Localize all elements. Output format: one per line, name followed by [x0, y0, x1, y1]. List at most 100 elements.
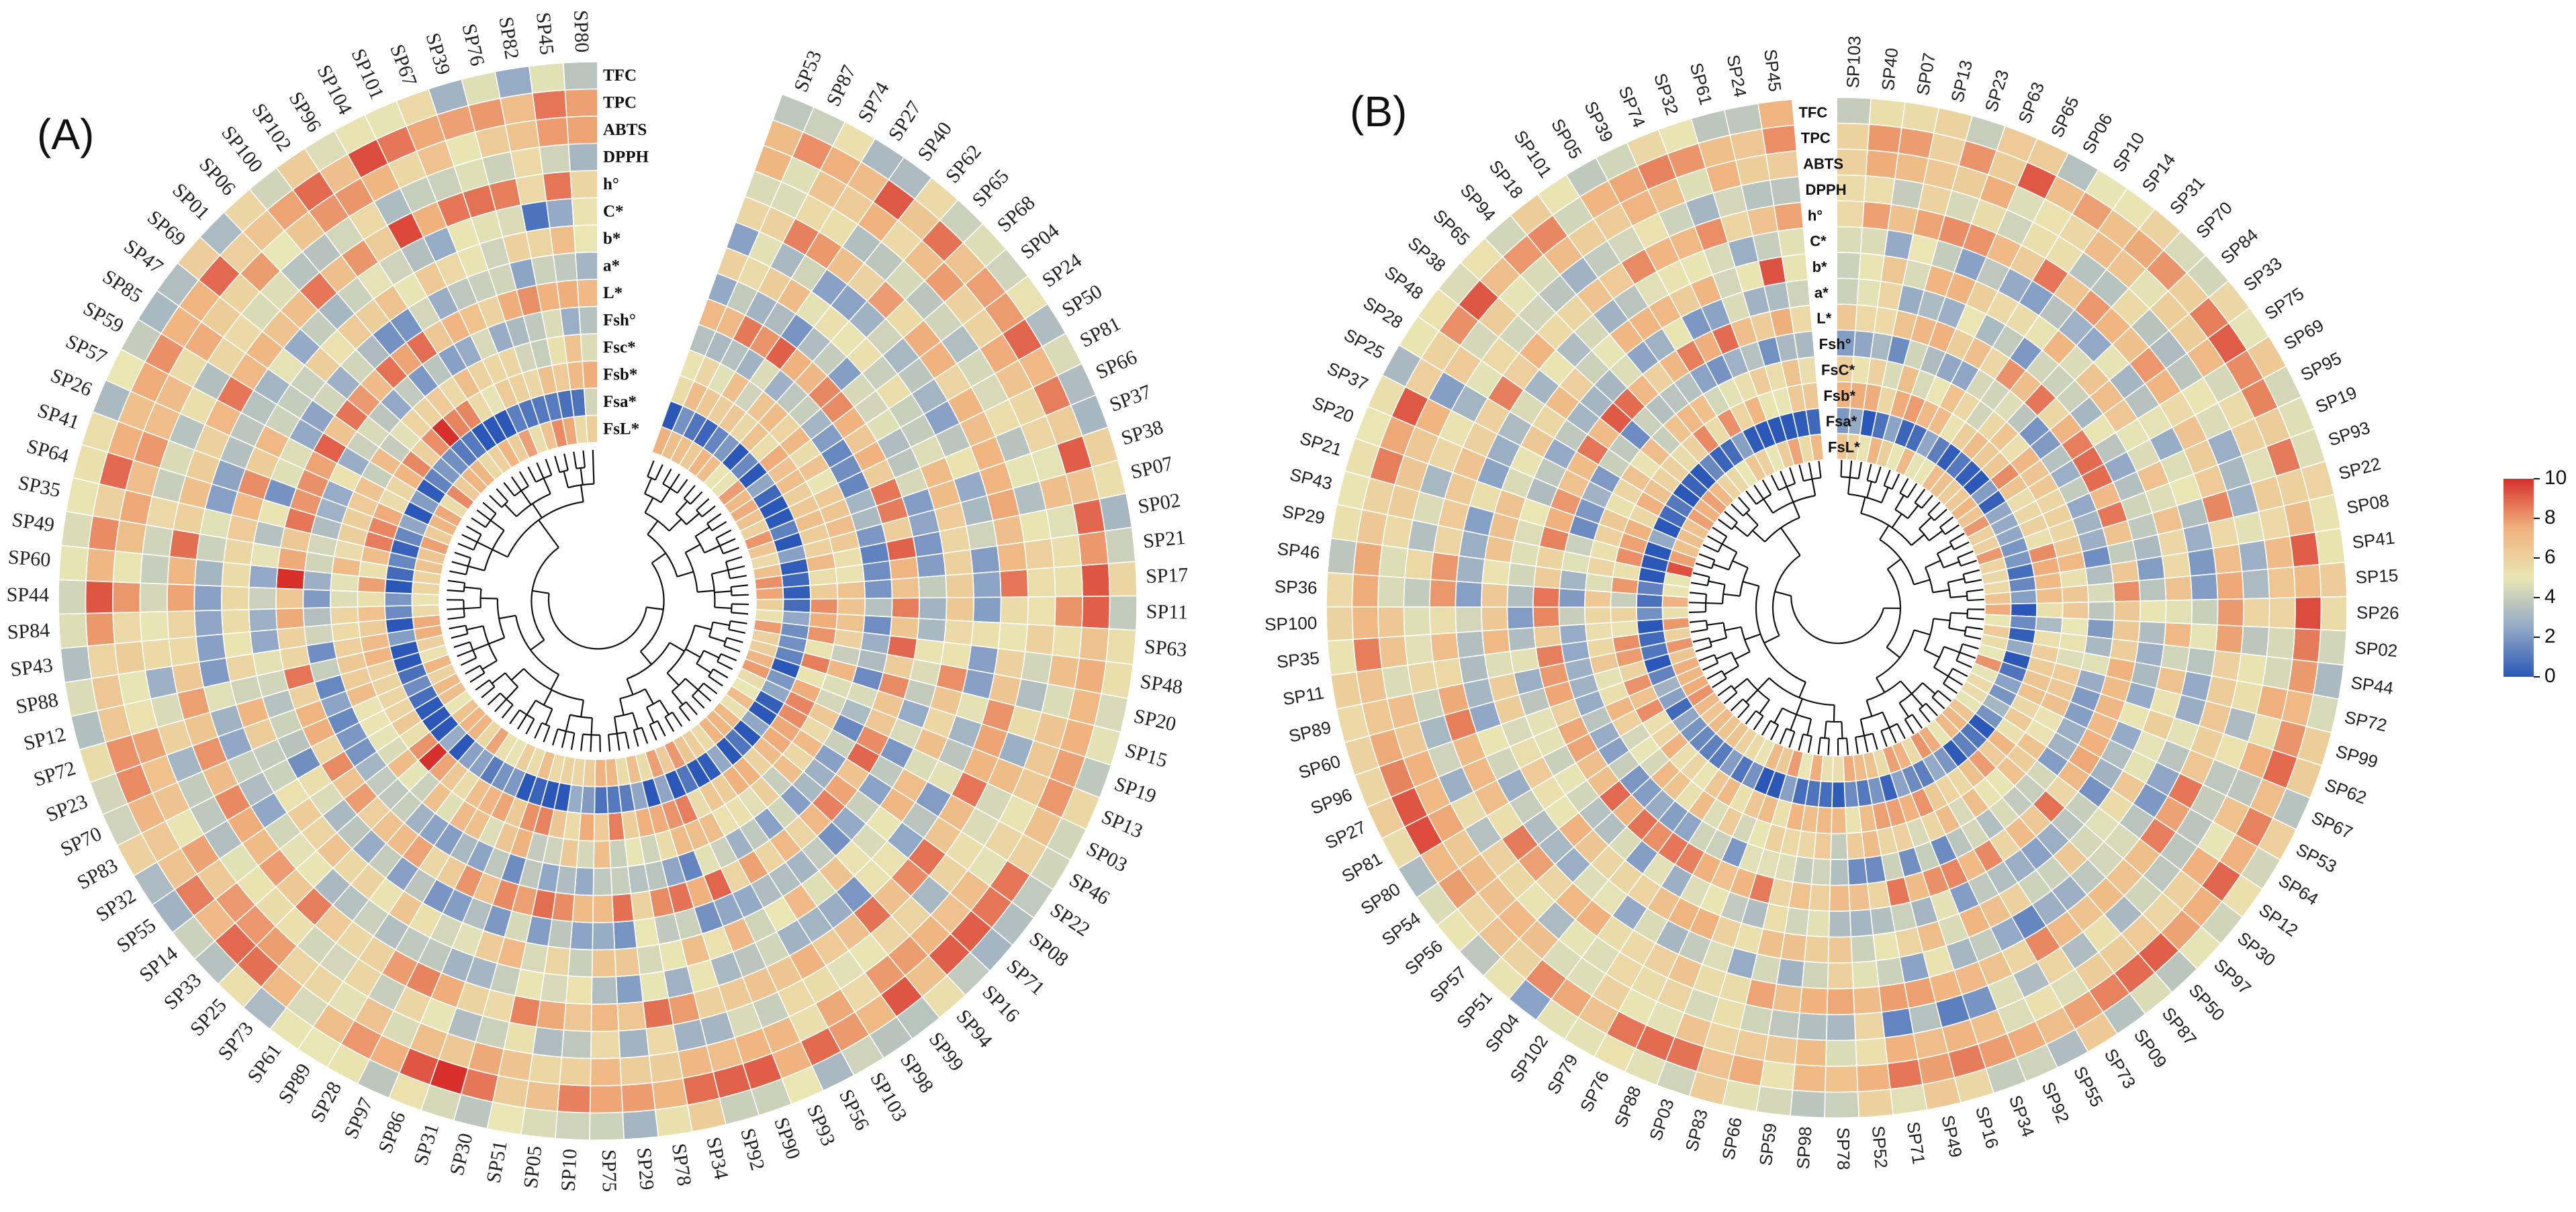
sample-label-sp28: SP28	[306, 1078, 346, 1125]
cell-abts-sp21	[1050, 534, 1082, 569]
cell-fsa-star-sp11	[782, 598, 811, 614]
cell-abts-sp26	[2268, 597, 2296, 629]
colorbar: 0 2 4 6 8 10	[2503, 467, 2567, 687]
dendrogram-branch	[1924, 649, 1940, 658]
dendrogram-branch	[1907, 504, 1919, 519]
cell-a-star-sp11	[1509, 647, 1540, 674]
sample-label-sp74: SP74	[1614, 83, 1649, 130]
cell-fsl-star-sp100	[1661, 606, 1690, 620]
dendrogram-branch	[476, 509, 492, 521]
sample-label-sp99: SP99	[925, 1028, 968, 1075]
sample-label-sp22: SP22	[1046, 898, 1094, 941]
ring-label-c-star: C*	[603, 202, 624, 220]
cell-tfc-sp63	[1105, 628, 1137, 665]
dendrogram-branch	[504, 504, 517, 518]
sample-label-sp50: SP50	[1058, 280, 1106, 321]
cell-c-star-sp43	[195, 633, 227, 663]
dendrogram-join	[662, 483, 678, 494]
sample-label-sp43: SP43	[1288, 464, 1334, 494]
cell-fsb-star-sp44	[357, 591, 386, 608]
panel-a-heatmap-cells	[58, 61, 1138, 1141]
cell-tfc-sp10	[554, 1111, 591, 1141]
cell-fsc-star-sp45	[563, 333, 584, 364]
cell-c-star-sp100	[1455, 606, 1483, 633]
cell-h-hue-sp02	[2215, 624, 2244, 655]
dendrogram-branch	[1859, 718, 1866, 736]
sample-label-sp26: SP26	[2356, 602, 2399, 623]
sample-label-sp67: SP67	[2309, 807, 2356, 843]
dendrogram-branch	[563, 471, 569, 488]
dendrogram-join	[696, 650, 705, 664]
cell-fsc-star-sp21	[835, 563, 865, 584]
sample-label-sp31: SP31	[410, 1121, 443, 1168]
dendrogram-branch	[654, 464, 663, 481]
dendrogram-branch	[510, 668, 524, 681]
dendrogram-branch	[1900, 680, 1913, 694]
cell-fsb-star-sp36	[1610, 591, 1638, 608]
dendrogram-branch	[1957, 550, 1974, 559]
dendrogram-branch	[451, 633, 468, 639]
cell-tpc-sp49	[87, 515, 120, 552]
cell-fsl-star-sp75	[594, 758, 608, 788]
dendrogram-branch	[563, 453, 569, 471]
dendrogram-branch	[1702, 662, 1718, 671]
dendrogram-branch	[719, 538, 736, 547]
dendrogram-join	[1772, 555, 1801, 637]
cell-h-hue-sp02	[992, 514, 1025, 547]
cell-dpph-sp63	[1024, 624, 1056, 656]
dendrogram-branch	[1919, 708, 1931, 723]
dendrogram-branch	[580, 734, 584, 751]
cell-b-star-sp43	[222, 631, 254, 659]
sample-label-sp48: SP48	[1139, 670, 1185, 698]
panel-b-heatmap-cells	[1326, 97, 2348, 1119]
dendrogram-branch	[1933, 508, 1947, 521]
sample-label-sp35: SP35	[1276, 648, 1320, 672]
cell-dpph-sp45	[1769, 176, 1802, 207]
panel-a-dendrogram	[446, 450, 749, 752]
cell-tfc-sp59	[1755, 1085, 1794, 1117]
dendrogram-join	[715, 537, 724, 554]
sample-label-sp88: SP88	[14, 689, 60, 718]
sample-label-sp18: SP18	[1485, 156, 1527, 203]
cell-l-star-sp78	[630, 890, 655, 921]
dendrogram-branch	[580, 485, 584, 502]
dendrogram-branch	[1695, 645, 1712, 653]
dendrogram-branch	[1706, 670, 1722, 680]
cell-fsb-star-sp15	[2035, 587, 2064, 604]
cell-h-hue-sp80	[569, 170, 598, 199]
cell-fsl-star-sp17	[755, 586, 784, 600]
dendrogram-branch	[694, 624, 712, 631]
cell-tfc-sp44	[58, 579, 87, 615]
dendrogram-branch	[1706, 602, 1723, 605]
dendrogram-branch	[1692, 637, 1710, 643]
sample-label-sp45: SP45	[532, 11, 558, 56]
cell-abts-sp29	[619, 1055, 653, 1086]
cell-h-hue-sp44	[2211, 650, 2242, 682]
dendrogram-join	[1803, 477, 1821, 482]
cell-c-star-sp11	[972, 596, 1002, 624]
sample-label-sp97: SP97	[340, 1094, 377, 1142]
dendrogram-branch	[498, 614, 516, 620]
dendrogram-branch	[644, 497, 654, 514]
cell-dpph-sp36	[1403, 577, 1432, 608]
dendrogram-join	[1790, 596, 1885, 645]
cell-fsb-star-sp17	[809, 583, 839, 600]
cell-h-hue-sp10	[563, 1002, 592, 1032]
dendrogram-branch	[449, 570, 467, 575]
dendrogram-branch	[1956, 659, 1972, 668]
sample-label-sp03: SP03	[1083, 837, 1130, 876]
cell-l-star-sp43	[276, 626, 308, 651]
dendrogram-branch	[1763, 635, 1780, 644]
cell-a-star-sp02	[2137, 620, 2166, 646]
sample-label-sp40: SP40	[913, 118, 956, 166]
cell-fsc-star-sp41	[2059, 567, 2088, 588]
dendrogram-branch	[694, 526, 710, 537]
cell-b-star-sp11	[945, 596, 974, 622]
sample-label-sp96: SP96	[285, 88, 326, 136]
cell-fsh-hue-sp78	[1829, 858, 1849, 886]
dendrogram-branch	[457, 649, 473, 657]
cell-fsc-star-sp84	[330, 606, 359, 625]
dendrogram-branch	[1717, 685, 1733, 696]
sample-label-sp65: SP65	[1429, 205, 1473, 250]
cell-h-hue-sp103	[1836, 200, 1865, 228]
